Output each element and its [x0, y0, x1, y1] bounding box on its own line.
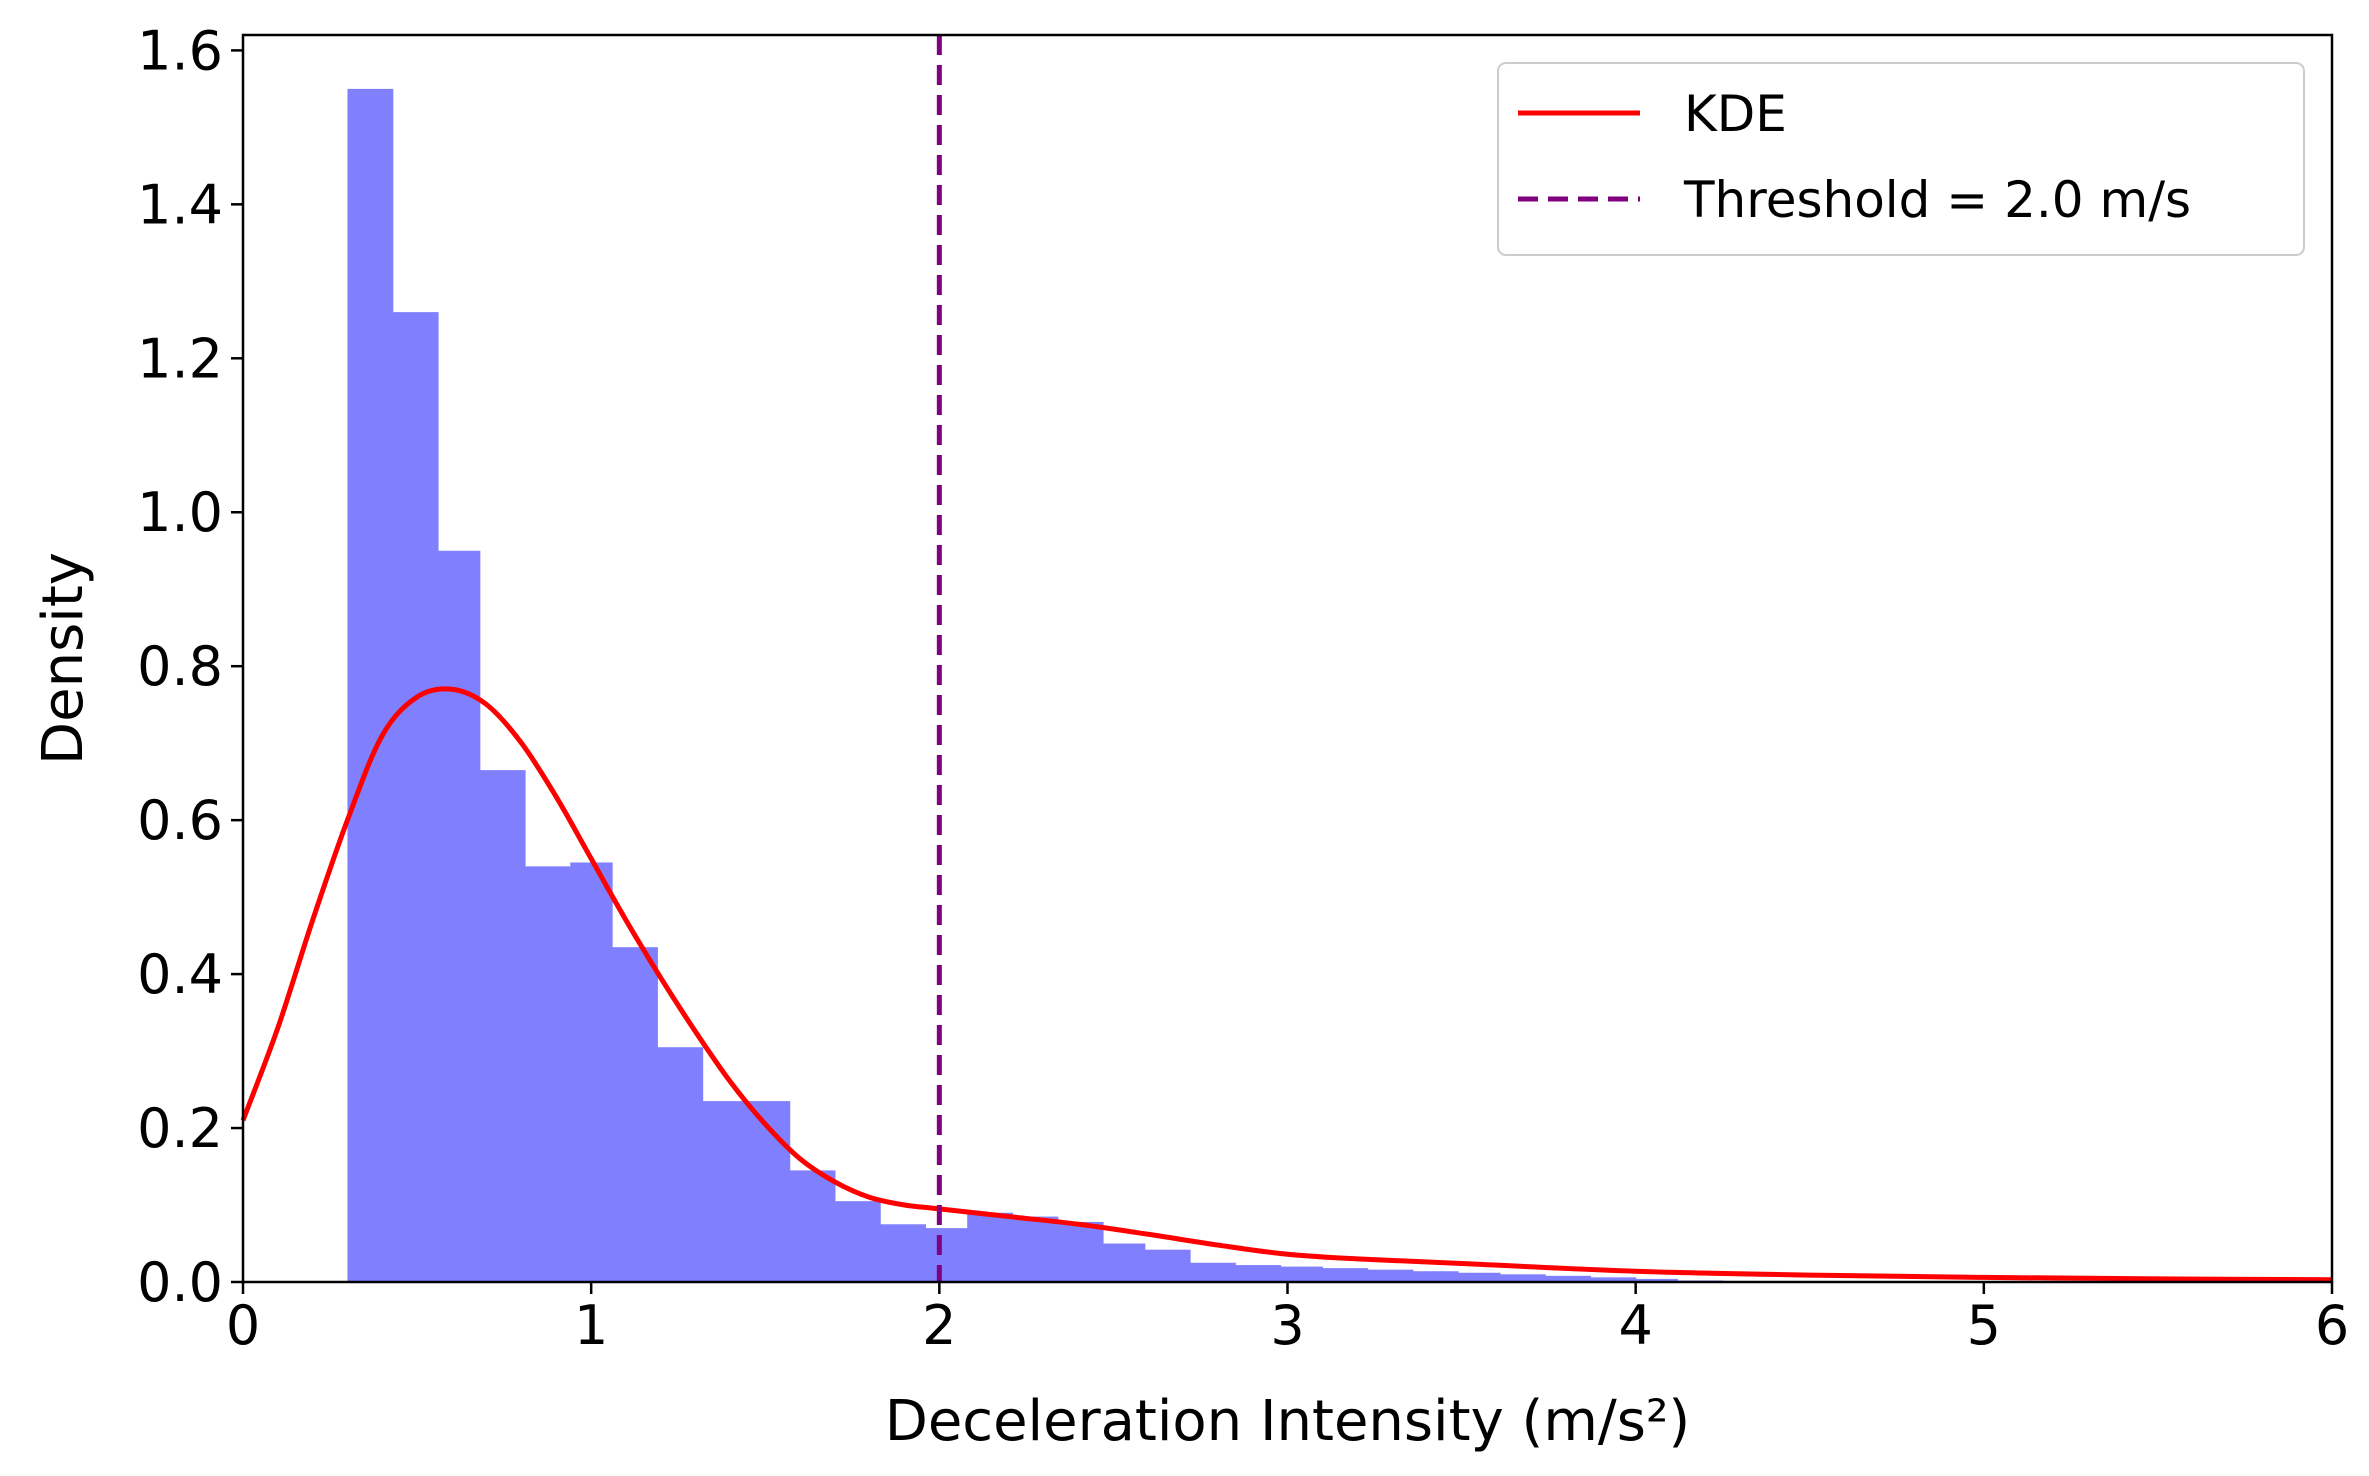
legend: KDE Threshold = 2.0 m/s	[1497, 62, 2305, 256]
y-tick-label: 1.6	[137, 19, 223, 82]
histogram-bar	[570, 862, 613, 1282]
x-tick-label: 6	[2315, 1294, 2349, 1357]
x-tick-label: 3	[1270, 1294, 1304, 1357]
x-axis-label: Deceleration Intensity (m/s²)	[885, 1389, 1691, 1454]
histogram-bar	[657, 1047, 704, 1282]
kde-line	[240, 686, 2333, 1283]
histogram-bar	[1057, 1221, 1104, 1282]
y-tick-label: 0.0	[137, 1251, 223, 1314]
y-tick-label: 1.4	[137, 173, 223, 236]
y-tick-label: 0.6	[137, 789, 223, 852]
histogram-bar	[1144, 1249, 1191, 1282]
x-tick-label: 4	[1618, 1294, 1652, 1357]
x-tick-label: 0	[226, 1294, 260, 1357]
histogram-bar	[967, 1212, 1014, 1282]
histogram-bar	[1367, 1269, 1414, 1282]
x-tick-label: 1	[574, 1294, 608, 1357]
histogram-bar	[1190, 1262, 1236, 1282]
histogram-bar	[1322, 1268, 1369, 1282]
histogram-bar	[789, 1170, 836, 1282]
histogram-bar	[925, 1228, 968, 1282]
y-axis-label: Density	[31, 552, 96, 765]
y-tick-label: 1.0	[137, 481, 223, 544]
histogram-bar	[1012, 1216, 1059, 1282]
histogram-bar	[1458, 1272, 1501, 1282]
histogram-bar	[702, 1101, 749, 1282]
histogram-bar	[479, 770, 526, 1282]
histogram-bar	[392, 312, 439, 1283]
histogram-bar	[612, 947, 658, 1282]
histogram-bars	[347, 88, 1724, 1283]
histogram-bar	[880, 1224, 927, 1282]
y-tick-label: 0.2	[137, 1097, 223, 1160]
histogram-bar	[1102, 1243, 1146, 1282]
y-tick-label: 1.2	[137, 327, 223, 390]
histogram-bar	[347, 88, 394, 1283]
histogram-bar	[437, 550, 481, 1282]
legend-box	[1497, 62, 2305, 256]
x-axis-ticks: 0 1 2 3 4 5 6	[226, 1282, 2349, 1357]
legend-kde-label: KDE	[1684, 85, 1787, 143]
histogram-bar	[1235, 1265, 1282, 1282]
histogram-bar	[834, 1201, 881, 1282]
legend-threshold-label: Threshold = 2.0 m/s	[1683, 171, 2191, 229]
plot-lines	[240, 35, 2333, 1283]
y-tick-label: 0.8	[137, 635, 223, 698]
histogram-bar	[1499, 1274, 1546, 1282]
x-tick-label: 2	[922, 1294, 956, 1357]
y-tick-label: 0.4	[137, 943, 223, 1006]
histogram-bar	[1545, 1275, 1592, 1282]
x-tick-label: 5	[1967, 1294, 2001, 1357]
histogram-bar	[1280, 1266, 1323, 1282]
histogram-bar	[1412, 1271, 1459, 1282]
histogram-bar	[525, 866, 571, 1282]
histogram-bar	[1590, 1277, 1637, 1282]
histogram-bar	[1635, 1278, 1679, 1282]
y-axis-ticks: 0.0 0.2 0.4 0.6 0.8 1.0 1.2 1.4 1.6	[137, 19, 243, 1314]
